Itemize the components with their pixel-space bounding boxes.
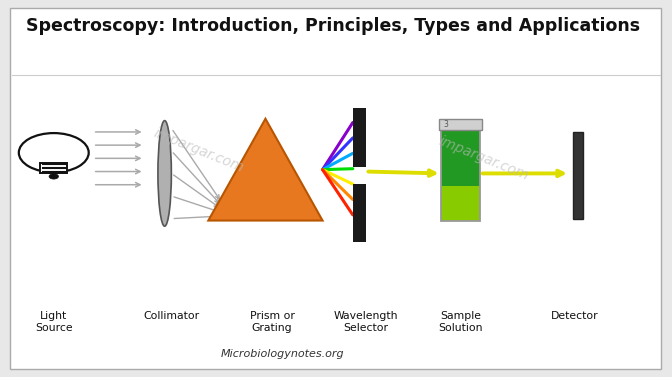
Bar: [441, 186, 480, 221]
Text: Spectroscopy: Introduction, Principles, Types and Applications: Spectroscopy: Introduction, Principles, …: [26, 17, 640, 35]
Bar: [441, 130, 480, 221]
Polygon shape: [208, 119, 323, 221]
Text: Wavelength
Selector: Wavelength Selector: [334, 311, 398, 333]
Bar: [573, 132, 583, 219]
Text: Light
Source: Light Source: [35, 311, 73, 333]
Text: impargar.com: impargar.com: [437, 134, 531, 183]
Text: impargar.com: impargar.com: [151, 126, 245, 175]
Text: Collimator: Collimator: [143, 311, 200, 321]
Text: Microbiologynotes.org: Microbiologynotes.org: [220, 349, 344, 359]
Bar: [353, 184, 366, 242]
Bar: [441, 130, 480, 186]
Bar: [439, 119, 482, 130]
Text: Detector: Detector: [551, 311, 598, 321]
Bar: [40, 163, 67, 173]
Circle shape: [49, 174, 58, 179]
Bar: [353, 109, 366, 167]
Text: Prism or
Grating: Prism or Grating: [250, 311, 294, 333]
Text: Sample
Solution: Sample Solution: [438, 311, 482, 333]
FancyBboxPatch shape: [10, 8, 661, 369]
Ellipse shape: [158, 121, 171, 226]
Text: 3: 3: [444, 120, 448, 129]
